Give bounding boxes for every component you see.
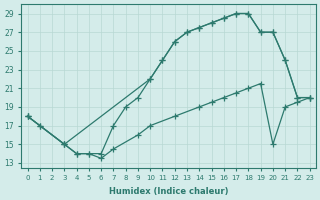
X-axis label: Humidex (Indice chaleur): Humidex (Indice chaleur) (109, 187, 228, 196)
